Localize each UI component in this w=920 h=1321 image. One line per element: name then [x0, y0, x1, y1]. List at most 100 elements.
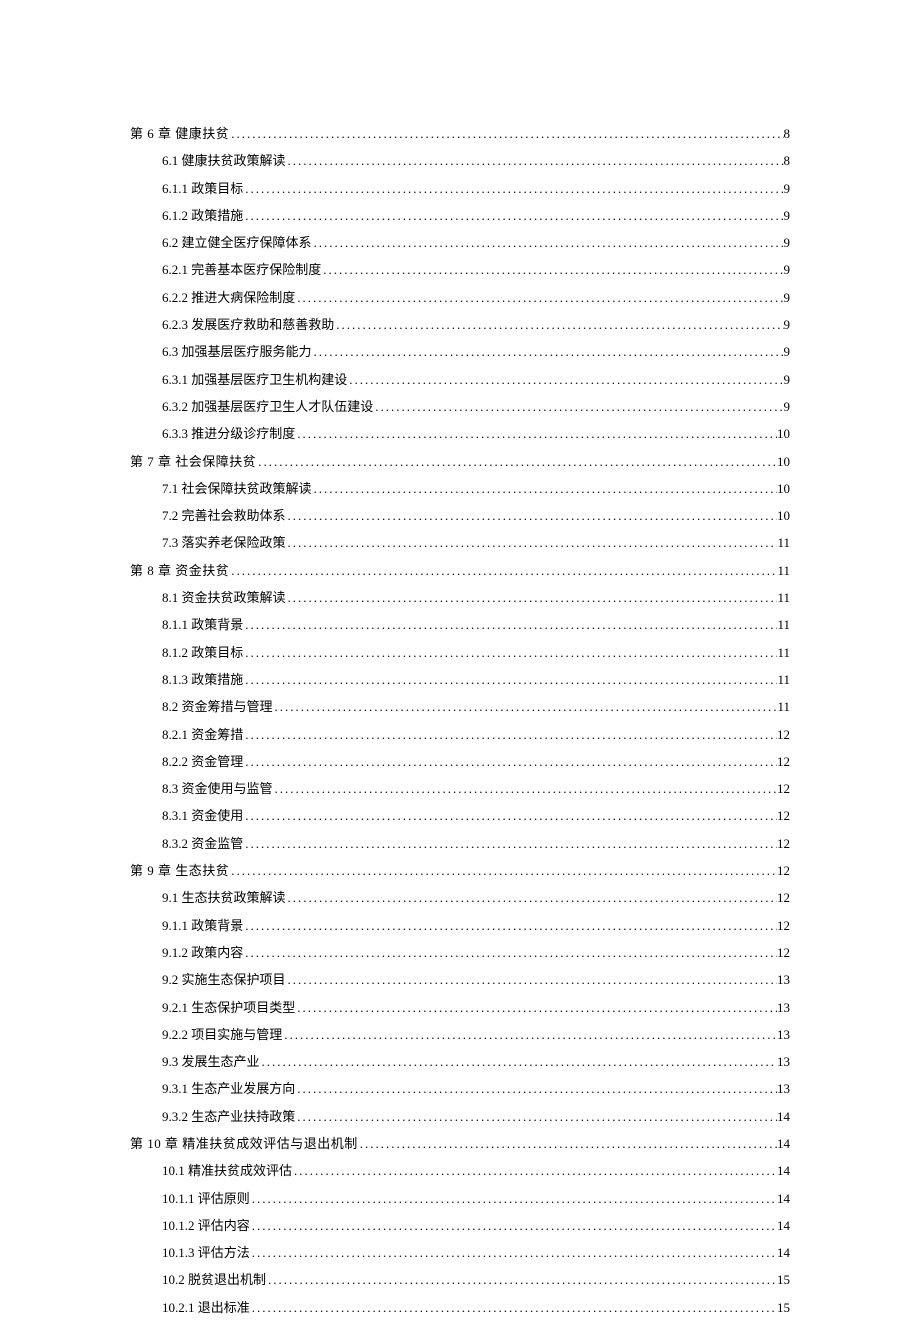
toc-entry[interactable]: 6.3.2 加强基层医疗卫生人才队伍建设9 [130, 393, 790, 420]
toc-entry-text: 10.1.3 评估方法 [162, 1239, 250, 1266]
toc-entry[interactable]: 9.1 生态扶贫政策解读 12 [130, 884, 790, 911]
toc-entry-page: 11 [777, 639, 790, 666]
toc-leader-dots [334, 311, 783, 338]
toc-entry[interactable]: 8.1.2 政策目标11 [130, 639, 790, 666]
toc-entry[interactable]: 6.2 建立健全医疗保障体系9 [130, 229, 790, 256]
toc-entry-page: 14 [777, 1130, 790, 1157]
toc-leader-dots [229, 120, 783, 147]
toc-entry-text: 7.3 落实养老保险政策 [162, 529, 286, 556]
toc-entry[interactable]: 6.1.1 政策目标9 [130, 175, 790, 202]
toc-entry-text: 第 8 章 资金扶贫 [130, 557, 229, 584]
toc-entry[interactable]: 7.2 完善社会救助体系10 [130, 502, 790, 529]
toc-entry[interactable]: 10.1.1 评估原则14 [130, 1185, 790, 1212]
toc-entry-text: 9.3 发展生态产业 [162, 1048, 260, 1075]
toc-entry[interactable]: 8.1.1 政策背景11 [130, 611, 790, 638]
toc-entry-text: 第 6 章 健康扶贫 [130, 120, 229, 147]
toc-entry[interactable]: 8.2 资金筹措与管理11 [130, 693, 790, 720]
toc-entry-text: 第 9 章 生态扶贫 [130, 857, 229, 884]
toc-entry[interactable]: 第 8 章 资金扶贫11 [130, 557, 790, 584]
toc-entry-text: 第 7 章 社会保障扶贫 [130, 448, 256, 475]
toc-leader-dots [243, 666, 777, 693]
toc-entry-page: 14 [777, 1212, 790, 1239]
toc-entry-page: 13 [777, 994, 790, 1021]
toc-entry-page: 10 [777, 420, 790, 447]
toc-leader-dots [347, 366, 783, 393]
toc-entry[interactable]: 6.2.2 推进大病保险制度 9 [130, 284, 790, 311]
toc-entry-page: 9 [784, 256, 791, 283]
toc-entry-text: 7.2 完善社会救助体系 [162, 502, 286, 529]
toc-entry[interactable]: 第 9 章 生态扶贫12 [130, 857, 790, 884]
toc-entry-text: 6.3.1 加强基层医疗卫生机构建设 [162, 366, 347, 393]
toc-entry[interactable]: 10.1.3 评估方法14 [130, 1239, 790, 1266]
toc-entry[interactable]: 8.3.2 资金监管12 [130, 830, 790, 857]
toc-entry[interactable]: 9.2 实施生态保护项目13 [130, 966, 790, 993]
toc-leader-dots [295, 1075, 777, 1102]
toc-entry[interactable]: 9.3.1 生态产业发展方向13 [130, 1075, 790, 1102]
toc-entry[interactable]: 8.2.2 资金管理12 [130, 748, 790, 775]
toc-entry-page: 12 [777, 775, 790, 802]
toc-entry-text: 7.1 社会保障扶贫政策解读 [162, 475, 312, 502]
toc-entry[interactable]: 10.1 精准扶贫成效评估14 [130, 1157, 790, 1184]
toc-entry[interactable]: 9.1.1 政策背景12 [130, 912, 790, 939]
toc-entry-page: 14 [777, 1157, 790, 1184]
toc-leader-dots [243, 611, 777, 638]
toc-leader-dots [243, 748, 777, 775]
toc-entry-text: 6.2.1 完善基本医疗保险制度 [162, 256, 321, 283]
toc-leader-dots [229, 557, 777, 584]
toc-entry[interactable]: 6.2.3 发展医疗救助和慈善救助9 [130, 311, 790, 338]
toc-entry[interactable]: 6.1.2 政策措施9 [130, 202, 790, 229]
toc-entry[interactable]: 6.3.3 推进分级诊疗制度10 [130, 420, 790, 447]
toc-entry[interactable]: 第 6 章 健康扶贫 8 [130, 120, 790, 147]
toc-entry-text: 9.3.1 生态产业发展方向 [162, 1075, 295, 1102]
toc-entry-text: 8.2.2 资金管理 [162, 748, 243, 775]
toc-entry[interactable]: 8.3.1 资金使用 12 [130, 802, 790, 829]
toc-leader-dots [312, 229, 784, 256]
toc-entry-page: 9 [784, 284, 791, 311]
toc-entry-page: 11 [777, 529, 790, 556]
toc-entry[interactable]: 9.1.2 政策内容12 [130, 939, 790, 966]
toc-entry[interactable]: 9.2.2 项目实施与管理13 [130, 1021, 790, 1048]
toc-entry-text: 8.1.1 政策背景 [162, 611, 243, 638]
toc-leader-dots [273, 775, 777, 802]
toc-entry[interactable]: 10.2.1 退出标准15 [130, 1294, 790, 1321]
toc-entry-text: 8.3.1 资金使用 [162, 802, 243, 829]
toc-entry[interactable]: 7.1 社会保障扶贫政策解读10 [130, 475, 790, 502]
toc-entry[interactable]: 10.2 脱贫退出机制15 [130, 1266, 790, 1293]
toc-entry-text: 9.1 生态扶贫政策解读 [162, 884, 286, 911]
toc-entry-page: 12 [777, 802, 790, 829]
toc-entry-page: 9 [784, 175, 791, 202]
toc-entry-page: 12 [777, 884, 790, 911]
toc-entry[interactable]: 8.1 资金扶贫政策解读11 [130, 584, 790, 611]
toc-entry[interactable]: 7.3 落实养老保险政策 11 [130, 529, 790, 556]
toc-leader-dots [286, 884, 777, 911]
toc-entry[interactable]: 6.3 加强基层医疗服务能力9 [130, 338, 790, 365]
toc-leader-dots [250, 1239, 777, 1266]
toc-entry[interactable]: 9.3 发展生态产业13 [130, 1048, 790, 1075]
toc-entry-text: 10.1.2 评估内容 [162, 1212, 250, 1239]
toc-entry[interactable]: 8.3 资金使用与监管12 [130, 775, 790, 802]
toc-entry[interactable]: 第 7 章 社会保障扶贫10 [130, 448, 790, 475]
toc-entry-text: 6.3 加强基层医疗服务能力 [162, 338, 312, 365]
toc-entry[interactable]: 6.3.1 加强基层医疗卫生机构建设9 [130, 366, 790, 393]
toc-entry[interactable]: 6.2.1 完善基本医疗保险制度 9 [130, 256, 790, 283]
toc-leader-dots [243, 802, 777, 829]
toc-leader-dots [250, 1212, 777, 1239]
toc-leader-dots [292, 1157, 777, 1184]
toc-entry[interactable]: 9.3.2 生态产业扶持政策14 [130, 1103, 790, 1130]
toc-leader-dots [312, 475, 777, 502]
toc-entry[interactable]: 10.1.2 评估内容 14 [130, 1212, 790, 1239]
toc-entry-text: 6.2.2 推进大病保险制度 [162, 284, 295, 311]
toc-entry[interactable]: 8.1.3 政策措施11 [130, 666, 790, 693]
toc-entry[interactable]: 6.1 健康扶贫政策解读8 [130, 147, 790, 174]
toc-entry-page: 11 [777, 666, 790, 693]
toc-entry-text: 9.2 实施生态保护项目 [162, 966, 286, 993]
toc-leader-dots [286, 966, 777, 993]
toc-entry-page: 8 [784, 120, 791, 147]
toc-entry[interactable]: 8.2.1 资金筹措12 [130, 721, 790, 748]
toc-entry-page: 11 [777, 693, 790, 720]
toc-entry-page: 14 [777, 1185, 790, 1212]
toc-entry-text: 9.3.2 生态产业扶持政策 [162, 1103, 295, 1130]
toc-entry[interactable]: 9.2.1 生态保护项目类型13 [130, 994, 790, 1021]
toc-entry[interactable]: 第 10 章 精准扶贫成效评估与退出机制14 [130, 1130, 790, 1157]
toc-entry-page: 8 [784, 147, 791, 174]
